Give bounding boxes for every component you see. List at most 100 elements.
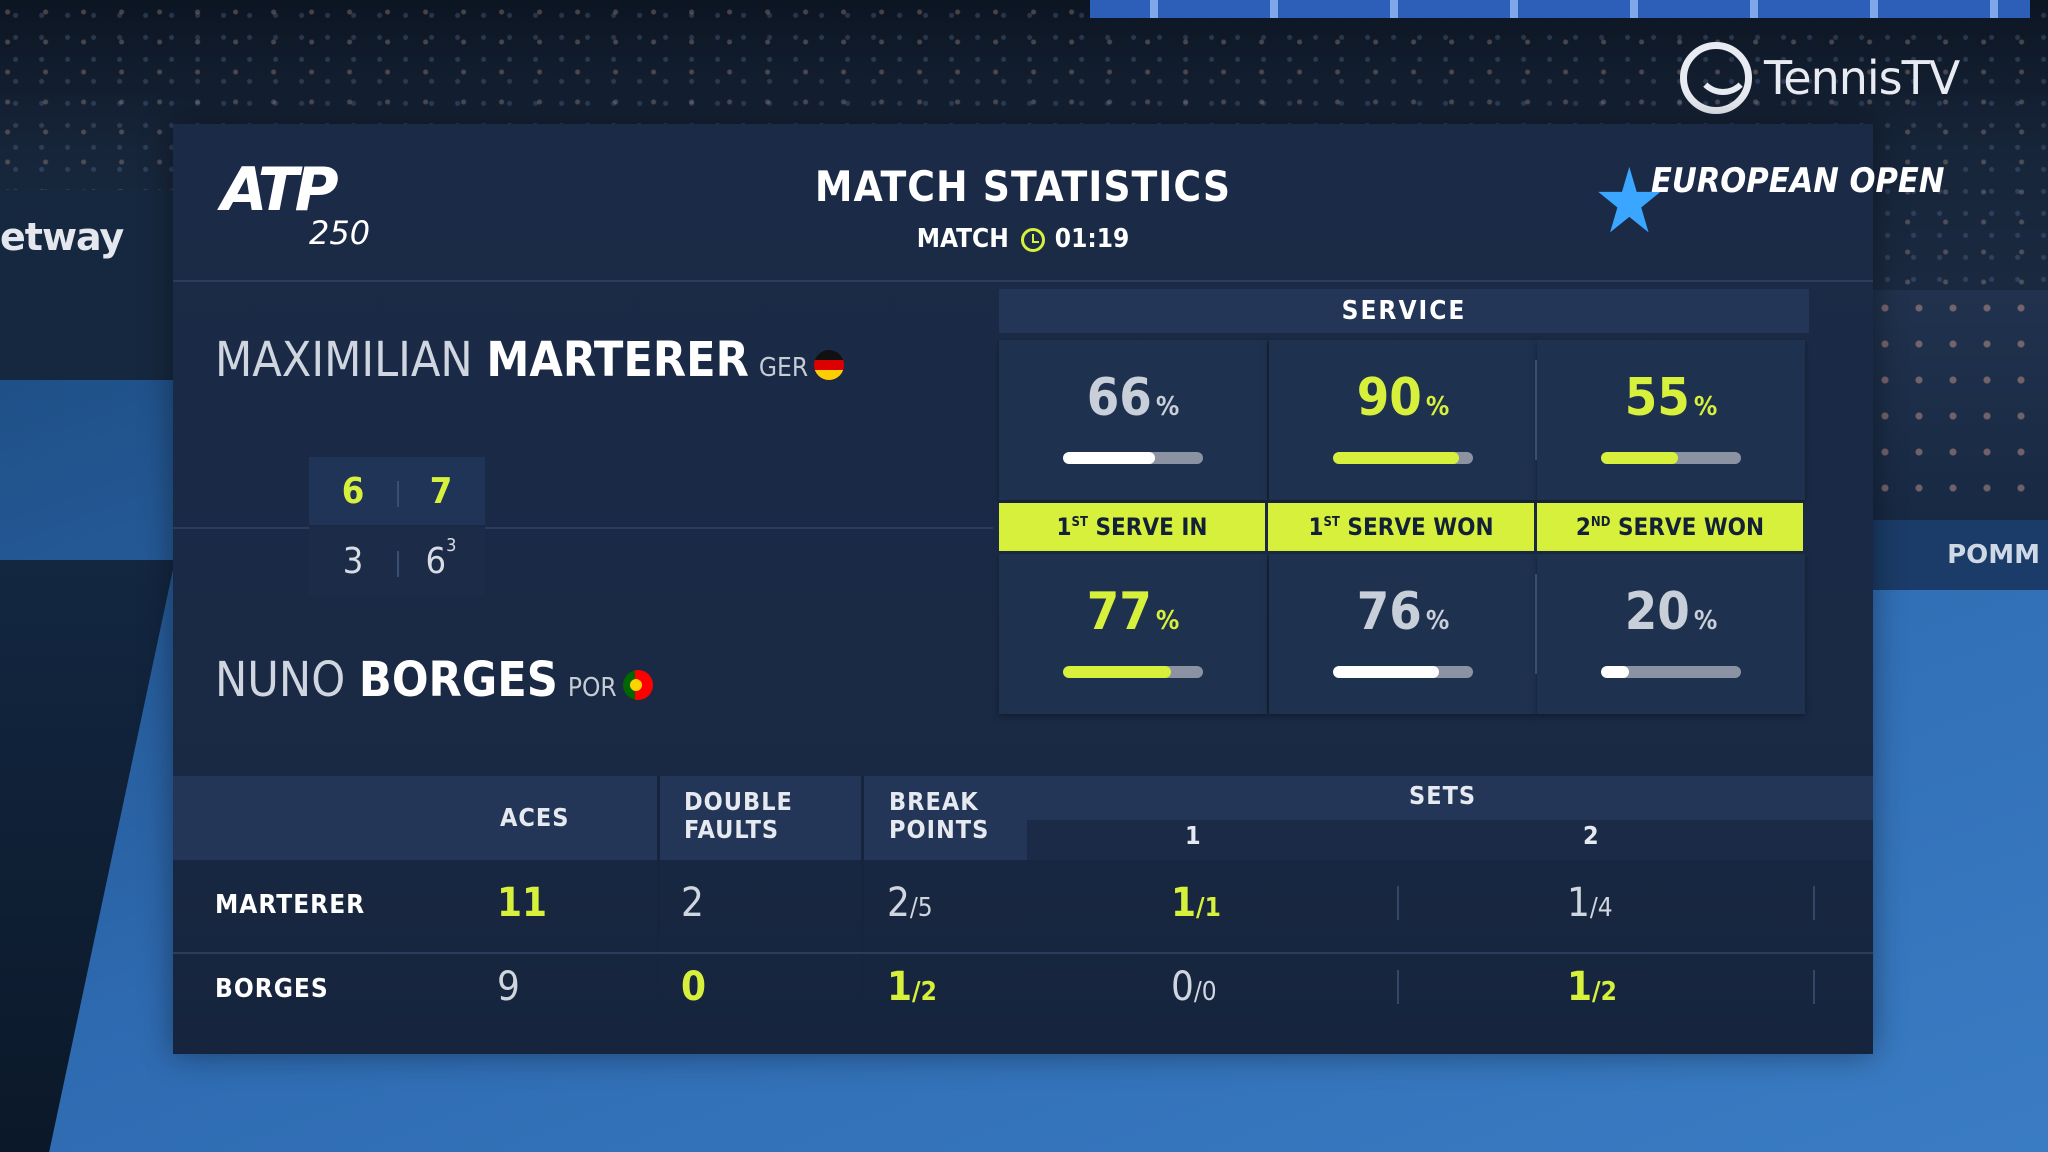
stats-table: ACES DOUBLE FAULTS BREAK POINTS SETS 1 2 M…	[173, 776, 1873, 1054]
stat-bar	[1333, 452, 1473, 464]
player2-set1: 3	[342, 540, 364, 582]
label-suffix: ST	[1071, 515, 1088, 530]
label-text: SERVE IN	[1095, 513, 1208, 541]
stat-bar	[1333, 666, 1473, 678]
player2-name: NUNO BORGES POR	[215, 652, 653, 708]
page-title: MATCH STATISTICS	[814, 162, 1232, 211]
set-total: /0	[1193, 977, 1217, 1007]
header-aces: ACES	[500, 803, 570, 832]
label-num: 1	[1056, 513, 1072, 541]
atp-level: 250	[309, 214, 371, 252]
player2-nation: POR	[567, 673, 617, 703]
player2-set2: 6	[425, 540, 447, 582]
stat-value: 55%	[1537, 368, 1805, 428]
stat-cell-p1-second-serve-won: 55%	[1535, 340, 1805, 500]
marterer-double-faults: 2	[681, 880, 704, 926]
bp-won: 2	[887, 880, 910, 926]
label-num: 2	[1575, 513, 1591, 541]
event-wordmark: EUROPEAN OPEN	[1651, 162, 1944, 200]
right-board: POMM	[1863, 520, 2048, 590]
tennistv-wordmark: TennisTV	[1764, 51, 1960, 105]
set-won: 1	[1567, 880, 1590, 926]
stat-value: 20%	[1537, 582, 1805, 642]
stat-cell-p2-first-serve-in: 77%	[999, 554, 1267, 714]
sets-subheader	[1027, 820, 1873, 860]
set-total: /1	[1196, 893, 1221, 923]
player2-first: NUNO	[215, 652, 346, 708]
header-sets: SETS	[1409, 781, 1477, 810]
header-bp-line1: BREAK	[889, 787, 979, 816]
stat-bar	[1601, 452, 1741, 464]
set-divider	[1813, 970, 1815, 1004]
label-text: SERVE WON	[1617, 513, 1765, 541]
label-suffix: ND	[1590, 515, 1611, 530]
set-divider	[1813, 886, 1815, 920]
stat-cell-p1-first-serve-won: 90%	[1269, 340, 1537, 500]
set-won: 1	[1171, 880, 1197, 926]
cell-divider	[1535, 574, 1537, 674]
led-board	[1090, 0, 2030, 18]
stat-cell-p1-first-serve-in: 66%	[999, 340, 1267, 500]
header-df-line1: DOUBLE	[684, 787, 793, 816]
borges-set2: 1/2	[1567, 964, 1617, 1010]
marterer-set1: 1/1	[1171, 880, 1221, 926]
stat-bar	[1063, 666, 1203, 678]
stat-number: 55	[1624, 368, 1690, 428]
borges-break-points: 1/2	[887, 964, 937, 1010]
marterer-set2: 1/4	[1567, 880, 1613, 926]
stat-cell-p2-first-serve-won: 76%	[1269, 554, 1537, 714]
player2-score-row: 3 63	[309, 527, 485, 595]
bp-total: /2	[912, 977, 937, 1007]
header-set-1: 1	[1185, 821, 1202, 850]
player1-first: MAXIMILIAN	[215, 332, 473, 388]
header-bp-line2: POINTS	[889, 815, 990, 844]
stat-number: 20	[1624, 582, 1690, 642]
atp-logo: ATP 250	[221, 160, 370, 252]
stat-bar-fill	[1063, 666, 1171, 678]
set-divider	[1397, 970, 1399, 1004]
stat-unit: %	[1693, 606, 1718, 636]
borges-aces: 9	[497, 964, 520, 1010]
stat-value: 90%	[1269, 368, 1537, 428]
stat-unit: %	[1425, 606, 1450, 636]
tiebreak-score: 3	[446, 534, 457, 556]
column-divider	[861, 776, 864, 1054]
stat-bar	[1063, 452, 1203, 464]
germany-flag-icon	[814, 350, 845, 380]
header-break-points: BREAK POINTS	[889, 788, 989, 844]
clock-icon	[1020, 228, 1045, 252]
label-suffix: ST	[1323, 515, 1340, 530]
portugal-flag-icon	[622, 670, 653, 700]
bp-won: 1	[887, 964, 913, 1010]
stat-bar-fill	[1601, 452, 1678, 464]
player-divider	[173, 527, 993, 529]
set-won: 0	[1171, 964, 1194, 1010]
set-total: /4	[1589, 893, 1613, 923]
stat-unit: %	[1425, 392, 1450, 422]
stat-number: 90	[1356, 368, 1422, 428]
event-name: EUROPEAN OPEN	[1651, 161, 1945, 201]
player1-set2: 7	[397, 471, 485, 512]
stat-bar	[1601, 666, 1741, 678]
stat-number: 76	[1356, 582, 1422, 642]
board-text: POMM	[1947, 540, 2040, 570]
label-second-serve-won: 2ND SERVE WON	[1537, 503, 1803, 551]
stat-unit: %	[1155, 606, 1180, 636]
player1-last: MARTERER	[486, 332, 749, 388]
match-statistics-panel: ATP 250 MATCH STATISTICS MATCH 01:19 ★ EU…	[173, 124, 1944, 1054]
label-first-serve-in: 1ST SERVE IN	[999, 503, 1265, 551]
borges-set1: 0/0	[1171, 964, 1217, 1010]
stat-bar-fill	[1063, 452, 1156, 464]
courtside-wall	[0, 190, 175, 380]
label-first-serve-won: 1ST SERVE WON	[1268, 503, 1534, 551]
set-divider	[1397, 886, 1399, 920]
stat-cell-p2-second-serve-won: 20%	[1535, 554, 1805, 714]
match-timer: MATCH 01:19	[173, 224, 1873, 254]
header-df-line2: FAULTS	[684, 815, 780, 844]
stat-unit: %	[1155, 392, 1180, 422]
set-won: 1	[1567, 964, 1593, 1010]
scoreboard: 6 7 3 63	[309, 457, 485, 597]
panel-header: ATP 250 MATCH STATISTICS MATCH 01:19 ★ EU…	[173, 124, 1944, 282]
header-set-2: 2	[1583, 821, 1600, 850]
player2-set2-cell: 63	[397, 535, 485, 582]
